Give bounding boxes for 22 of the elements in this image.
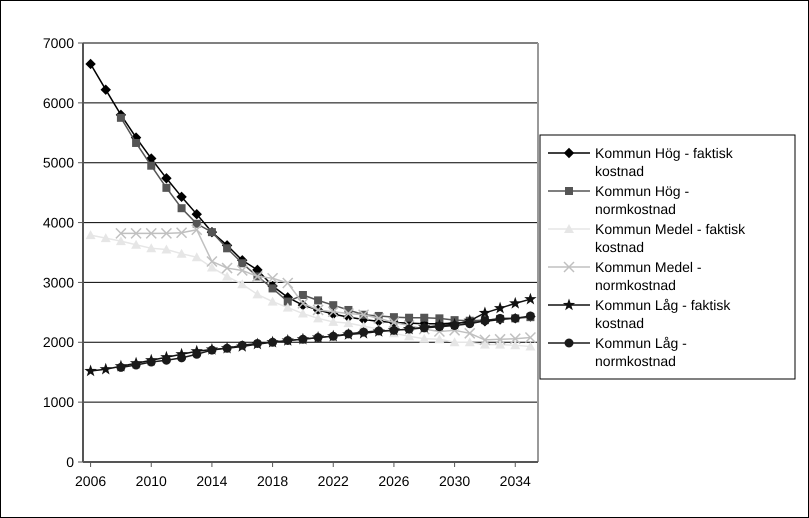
legend-label: Kommun Medel - normkostnad — [595, 259, 702, 293]
legend-label: Kommun Medel - faktisk kostnad — [595, 221, 746, 255]
x-tick-label: 2030 — [439, 473, 470, 489]
x-tick-label: 2006 — [75, 473, 106, 489]
y-tick-label: 0 — [66, 454, 74, 470]
x-tick-label: 2018 — [257, 473, 288, 489]
legend-label: Kommun Låg - normkostnad — [595, 335, 688, 369]
x-tick-label: 2022 — [318, 473, 350, 489]
y-tick-label: 6000 — [42, 94, 74, 111]
y-tick-label: 5000 — [42, 154, 74, 171]
x-tick-label: 2026 — [378, 473, 410, 489]
x-tick-label: 2014 — [196, 473, 228, 489]
x-tick-label: 2034 — [500, 473, 532, 489]
y-tick-label: 7000 — [42, 34, 74, 51]
x-tick-label: 2010 — [136, 473, 168, 489]
legend-label: Kommun Hög - normkostnad — [595, 183, 690, 217]
legend-label: Kommun Låg - faktisk kostnad — [595, 297, 732, 331]
y-tick-label: 2000 — [42, 334, 74, 350]
y-tick-label: 3000 — [42, 274, 74, 290]
y-tick-label: 4000 — [42, 214, 74, 230]
legend-label: Kommun Hög - faktisk kostnad — [595, 145, 734, 179]
y-tick-label: 1000 — [42, 394, 74, 410]
